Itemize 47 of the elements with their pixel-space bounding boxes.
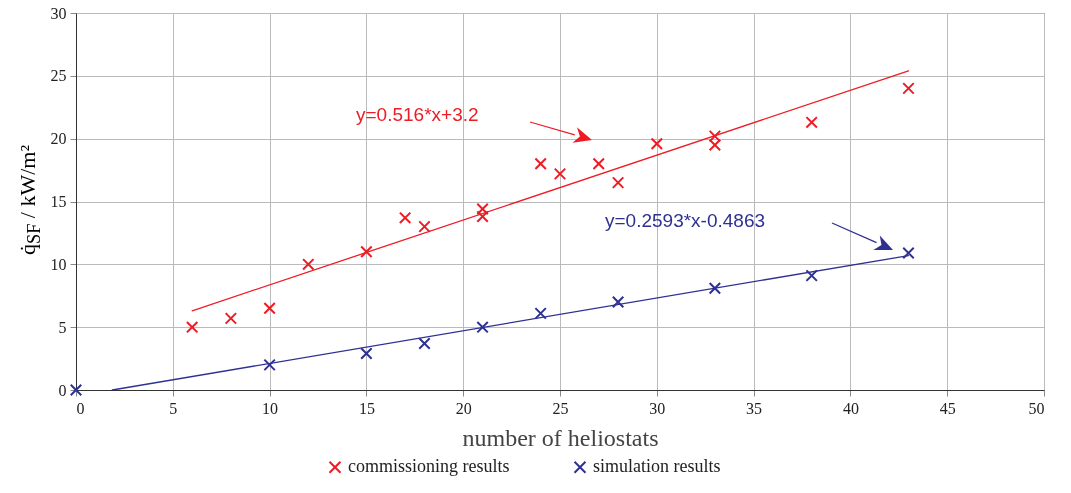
point <box>418 220 431 233</box>
point <box>650 137 664 150</box>
y-tick-label: 5 <box>58 318 67 336</box>
point <box>263 358 276 372</box>
x-tick-label: 0 <box>76 399 85 417</box>
y-tick-label: 15 <box>50 193 67 210</box>
x-tick-label: 15 <box>358 399 375 417</box>
x-axis-title: number of heliostats <box>462 424 659 451</box>
x-tick-label: 35 <box>746 399 763 417</box>
x-tick-label: 50 <box>1028 399 1045 417</box>
point <box>902 82 915 95</box>
y-tick-label: 20 <box>50 130 67 148</box>
point <box>476 320 489 334</box>
x-tick-label: 25 <box>552 399 569 417</box>
point <box>553 167 567 181</box>
y-tick-label: 25 <box>50 67 67 85</box>
point <box>398 211 412 225</box>
y-tick-label: 0 <box>58 381 67 399</box>
x-tick-label: 20 <box>455 399 472 417</box>
point <box>592 157 605 171</box>
point <box>534 157 547 171</box>
x-tick-label: 5 <box>169 399 178 417</box>
legend-label: simulation results <box>593 456 721 477</box>
legend-label: commissioning results <box>348 456 510 477</box>
point <box>302 258 315 271</box>
point <box>611 176 625 189</box>
point <box>263 302 276 315</box>
point <box>69 383 83 397</box>
x-tick-label: 45 <box>939 399 956 417</box>
point <box>534 307 547 320</box>
point <box>360 245 373 259</box>
point <box>611 295 625 309</box>
x-tick-label: 10 <box>262 399 279 417</box>
point <box>360 347 373 360</box>
point <box>805 269 818 282</box>
point <box>224 312 238 325</box>
point <box>708 281 722 295</box>
y-tick-label: 10 <box>50 255 67 273</box>
y-tick-label: 30 <box>50 4 67 22</box>
point <box>418 337 431 350</box>
annotation: y=0.516*x+3.2 <box>356 104 479 126</box>
point <box>185 320 199 334</box>
point <box>902 246 915 260</box>
x-tick-label: 40 <box>842 399 859 417</box>
point <box>805 116 818 129</box>
annotation: y=0.2593*x-0.4863 <box>605 210 766 232</box>
x-tick-label: 30 <box>649 399 666 417</box>
